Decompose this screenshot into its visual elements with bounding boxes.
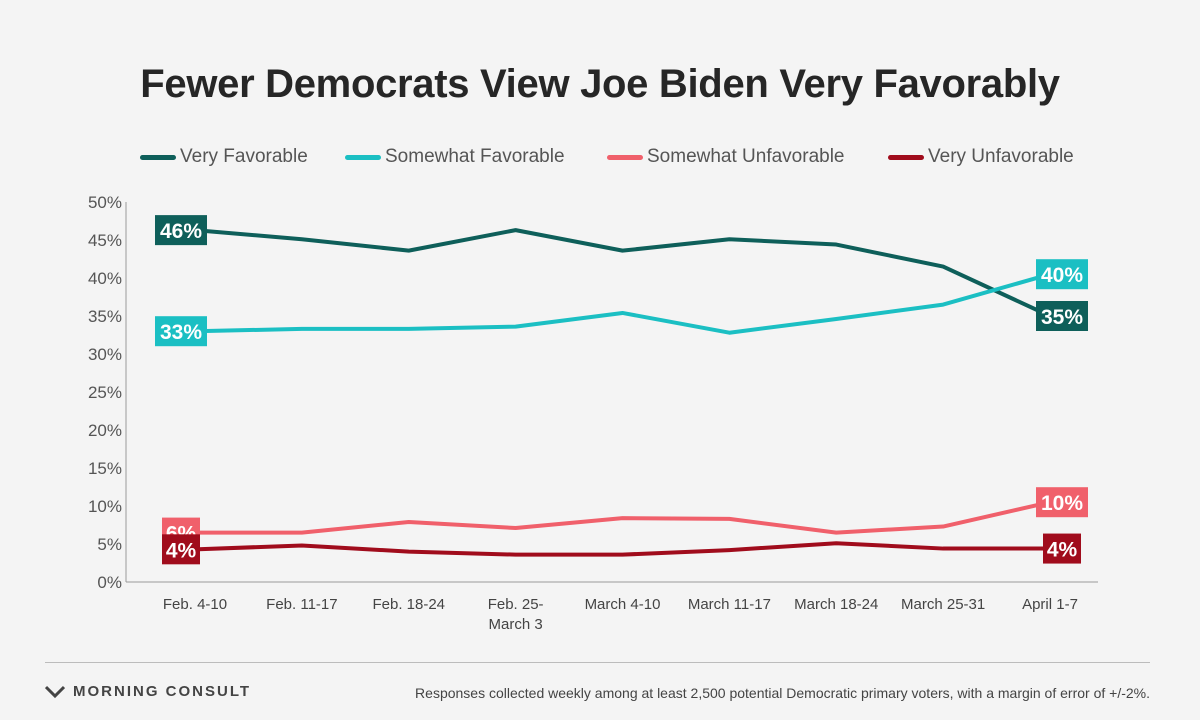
- x-tick-label: March 3: [489, 616, 543, 633]
- data-label: 33%: [160, 321, 202, 344]
- x-tick-label: March 25-31: [901, 596, 985, 613]
- morning-consult-logo-icon: [45, 685, 65, 698]
- footer-divider: [45, 662, 1150, 663]
- legend-label: Very Favorable: [180, 146, 308, 167]
- data-label: 4%: [1047, 539, 1078, 562]
- legend-item: Somewhat Favorable: [345, 146, 565, 168]
- legend-item: Very Unfavorable: [888, 146, 1074, 168]
- legend-swatch: [345, 154, 381, 160]
- legend-swatch: [607, 154, 643, 160]
- x-tick-label: Feb. 18-24: [372, 596, 445, 613]
- y-tick-label: 40%: [88, 269, 122, 288]
- legend-label: Very Unfavorable: [928, 146, 1074, 167]
- y-tick-label: 5%: [97, 535, 122, 554]
- x-tick-label: April 1-7: [1022, 596, 1078, 613]
- data-label-box: [1036, 487, 1088, 518]
- y-tick-label: 10%: [88, 497, 122, 516]
- y-tick-label: 15%: [88, 459, 122, 478]
- legend-swatch: [140, 154, 176, 160]
- data-label-box: [162, 534, 200, 565]
- x-tick-label: March 18-24: [794, 596, 878, 613]
- data-label-box: [1036, 301, 1088, 331]
- legend-item: Somewhat Unfavorable: [607, 146, 845, 168]
- footnote: Responses collected weekly among at leas…: [415, 685, 1150, 701]
- legend-item: Very Favorable: [140, 146, 308, 168]
- data-label: 35%: [1041, 306, 1083, 329]
- series-line: [193, 500, 1052, 535]
- data-label-box: [1036, 259, 1088, 290]
- line-chart: 0% 5% 10% 15% 20% 25% 30% 35% 40% 45% 50% Feb. 4-10…: [88, 193, 1098, 633]
- legend-label: Somewhat Unfavorable: [647, 146, 845, 167]
- x-tick-label: Feb. 11-17: [266, 596, 337, 613]
- x-tick-label: Feb. 25-: [488, 596, 544, 613]
- x-tick-label: Feb. 4-10: [163, 596, 227, 613]
- legend-label: Somewhat Favorable: [385, 146, 565, 167]
- series-line: [193, 541, 1052, 557]
- brand-name: MORNING CONSULT: [73, 683, 252, 700]
- x-tick-label: March 4-10: [585, 596, 661, 613]
- y-tick-label: 0%: [97, 573, 122, 592]
- y-tick-label: 35%: [88, 307, 122, 326]
- y-tick-label: 20%: [88, 421, 122, 440]
- brand-logo: MORNING CONSULT: [45, 683, 251, 700]
- data-label-box: [155, 215, 207, 246]
- chart-title: Fewer Democrats View Joe Biden Very Favo…: [140, 62, 1060, 106]
- series-line: [193, 272, 1052, 335]
- data-label: 4%: [166, 539, 197, 562]
- data-label: 10%: [1041, 492, 1083, 515]
- legend-swatch: [888, 154, 924, 160]
- x-tick-label: March 11-17: [688, 596, 771, 613]
- data-label-box: [155, 316, 207, 347]
- y-tick-label: 25%: [88, 383, 122, 402]
- series-line: [193, 228, 1052, 318]
- y-tick-label: 50%: [88, 193, 122, 212]
- data-label-box: [1043, 533, 1081, 564]
- chart-legend: Very Favorable Somewhat Favorable Somewhat…: [140, 146, 1100, 170]
- y-tick-label: 45%: [88, 231, 122, 250]
- y-tick-label: 30%: [88, 345, 122, 364]
- data-label: 40%: [1041, 264, 1083, 287]
- data-label: 46%: [160, 220, 202, 243]
